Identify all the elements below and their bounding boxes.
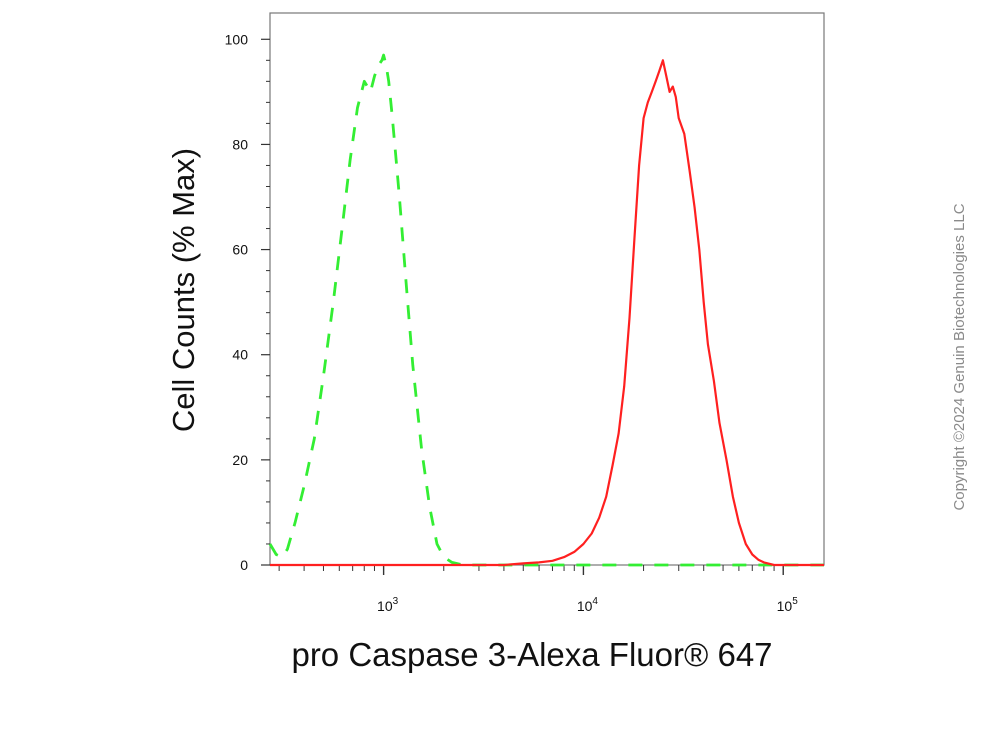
y-tick-label: 0 (240, 557, 248, 573)
y-tick-label: 20 (232, 452, 248, 468)
y-tick-label: 80 (232, 136, 248, 152)
x-axis-label: pro Caspase 3-Alexa Fluor® 647 (291, 636, 772, 673)
copyright-watermark: Copyright ©2024 Genuin Biotechnologies L… (951, 203, 968, 510)
x-tick-label: 104 (577, 596, 599, 614)
y-tick-label: 40 (232, 347, 248, 363)
series-line (270, 59, 824, 567)
series-lines (268, 53, 824, 567)
y-axis-ticks: 0 20 40 60 80 100 (225, 31, 270, 573)
x-tick-label: 105 (777, 596, 799, 614)
plot-frame (269, 12, 825, 566)
x-axis-ticks: 103 104 105 (278, 565, 799, 614)
x-tick-label: 103 (377, 596, 399, 614)
y-axis-label: Cell Counts (% Max) (166, 148, 201, 432)
y-tick-label: 60 (232, 242, 248, 258)
series-line (268, 53, 824, 567)
y-tick-label: 100 (225, 31, 249, 47)
